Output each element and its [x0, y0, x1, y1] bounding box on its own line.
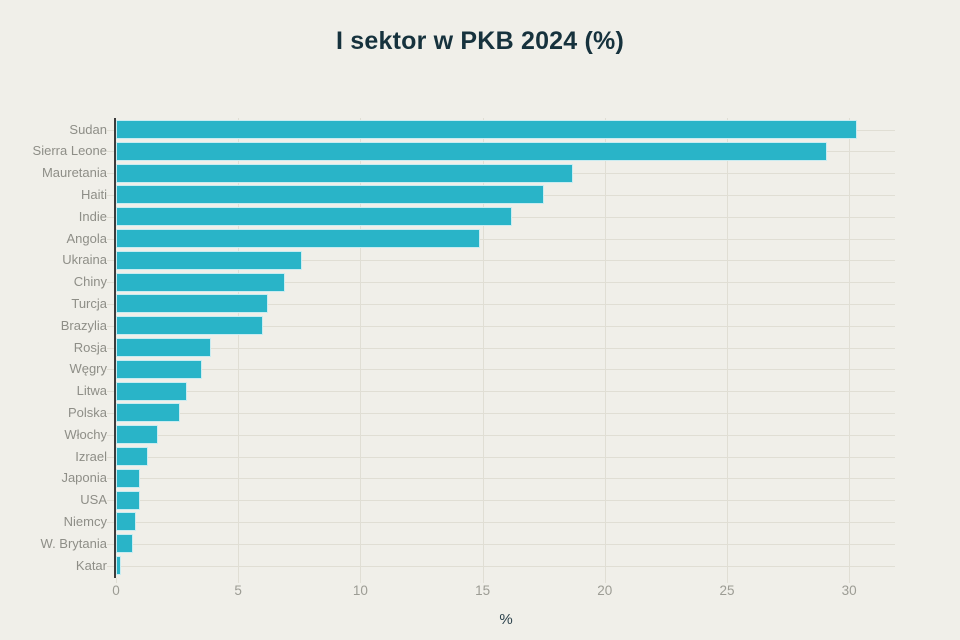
category-label: Węgry	[69, 361, 107, 377]
h-gridline	[107, 456, 895, 458]
h-gridline	[107, 543, 895, 545]
bar	[116, 141, 828, 161]
x-axis-label: %	[499, 611, 513, 628]
bar	[116, 556, 121, 575]
h-gridline	[107, 500, 895, 502]
category-label: Sudan	[69, 121, 107, 137]
category-label: Turcja	[71, 295, 107, 311]
bar	[116, 316, 263, 336]
h-gridline	[107, 303, 895, 305]
category-label: Chiny	[73, 274, 107, 290]
category-label: Japonia	[61, 470, 107, 486]
bar	[116, 403, 180, 423]
h-gridline	[107, 391, 895, 393]
y-axis-line	[114, 118, 116, 578]
chart-title: I sektor w PKB 2024 (%)	[335, 27, 625, 55]
x-tick-label: 25	[719, 583, 735, 598]
bar	[116, 272, 285, 292]
x-tick-label: 0	[112, 583, 120, 598]
x-tick-label: 15	[475, 583, 491, 598]
bar	[116, 425, 158, 445]
category-label: Izrael	[75, 448, 107, 464]
bar	[116, 534, 134, 554]
x-tick-label: 5	[234, 583, 242, 598]
category-label: Niemcy	[63, 513, 107, 529]
bar	[116, 229, 481, 249]
category-label: Polska	[67, 404, 107, 420]
x-axis-tick	[238, 578, 240, 583]
bar	[116, 468, 141, 488]
bar	[116, 512, 136, 532]
bar	[116, 381, 187, 401]
x-axis-tick	[360, 578, 362, 583]
category-label: Haiti	[80, 186, 107, 202]
bar	[116, 294, 268, 314]
h-gridline	[107, 260, 895, 262]
h-gridline	[107, 412, 895, 414]
bar	[116, 338, 212, 358]
bar	[116, 490, 141, 510]
bar	[116, 359, 202, 379]
bar	[116, 250, 302, 270]
h-gridline	[107, 434, 895, 436]
bar	[116, 120, 857, 140]
x-axis-tick	[727, 578, 728, 583]
bar	[116, 447, 148, 467]
category-label: Litwa	[76, 383, 107, 399]
h-gridline	[107, 521, 895, 523]
category-label: Ukraina	[62, 252, 107, 268]
h-gridline	[107, 282, 895, 284]
category-label: Angola	[66, 230, 107, 246]
x-tick-label: 20	[597, 583, 613, 598]
category-label: Brazylia	[60, 317, 107, 333]
bar	[116, 163, 574, 183]
bar	[116, 207, 512, 227]
h-gridline	[107, 347, 895, 349]
h-gridline	[107, 565, 895, 567]
x-tick-label: 10	[352, 583, 368, 598]
x-axis-tick	[604, 578, 606, 583]
h-gridline	[107, 369, 895, 371]
x-axis-tick	[482, 578, 484, 583]
category-label: Indie	[78, 208, 107, 224]
category-label: USA	[80, 492, 107, 508]
h-gridline	[107, 478, 895, 480]
category-label: W. Brytania	[40, 535, 107, 551]
h-gridline	[107, 325, 895, 327]
x-axis-tick	[116, 578, 117, 583]
category-label: Katar	[75, 557, 107, 573]
category-label: Rosja	[73, 339, 107, 355]
category-label: Włochy	[64, 426, 107, 442]
x-axis-tick	[849, 578, 851, 583]
bar	[116, 185, 544, 205]
category-label: Mauretania	[41, 165, 107, 181]
h-gridline	[107, 238, 895, 240]
x-tick-label: 30	[841, 583, 857, 598]
category-label: Sierra Leone	[32, 143, 107, 159]
